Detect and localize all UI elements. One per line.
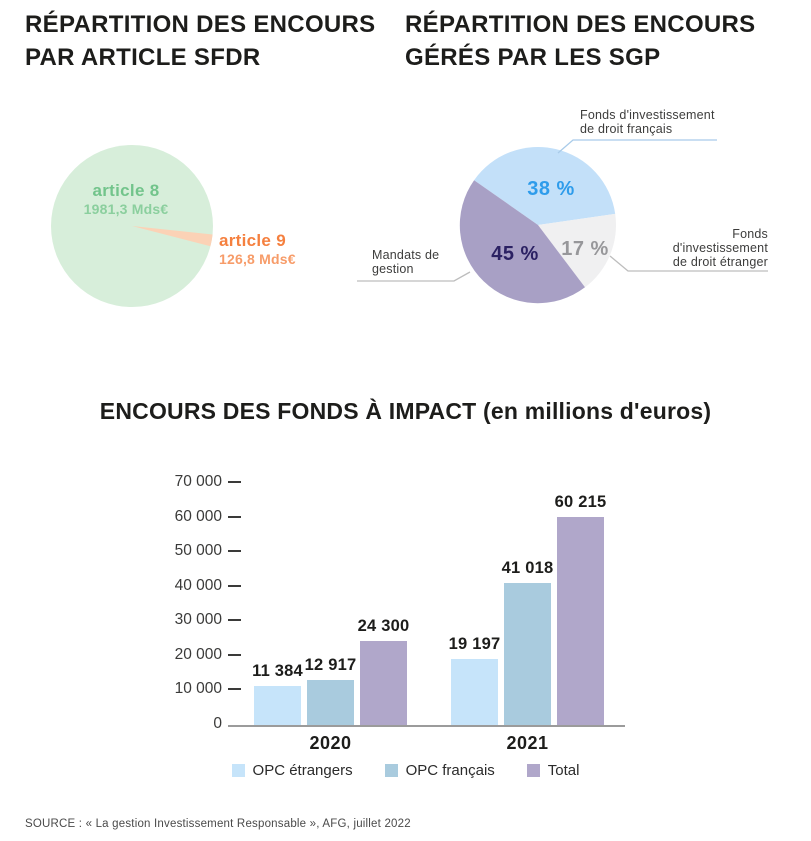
sgp-slice-etranger	[538, 213, 617, 288]
legend-swatch	[231, 764, 245, 777]
sfdr-label-article8: article 8 1981,3 Mds€	[61, 180, 191, 217]
sfdr-label-article8-name: article 8	[92, 181, 160, 200]
y-axis-label: 60 000	[174, 507, 222, 525]
bar-value-label: 19 197	[448, 634, 501, 653]
impact-x-axis-line	[228, 725, 625, 727]
callout-label-francais: Fonds d'investissement de droit français	[580, 108, 715, 136]
x-axis-label-2020: 2020	[309, 733, 352, 753]
legend-swatch	[526, 764, 540, 777]
y-axis-label: 50 000	[174, 542, 222, 560]
bar-2021-OPC français	[504, 583, 551, 725]
bar-value-label: 11 384	[252, 661, 303, 680]
impact-legend: OPC étrangers OPC français Total	[0, 762, 811, 779]
y-axis-tick	[228, 688, 241, 691]
callout-line-mandats	[357, 271, 471, 282]
y-axis-tick	[228, 619, 241, 622]
legend-item: Total	[526, 762, 580, 779]
sfdr-title: RÉPARTITION DES ENCOURS PAR ARTICLE SFDR	[25, 11, 376, 71]
impact-title-unit: (en millions d'euros)	[483, 398, 712, 424]
y-axis-tick	[228, 481, 241, 484]
sfdr-label-article9-name: article 9	[219, 231, 286, 250]
y-axis-tick	[228, 550, 241, 553]
bar-value-label: 24 300	[357, 617, 410, 636]
impact-title-main: ENCOURS DES FONDS À IMPACT	[99, 398, 477, 424]
bar-value-label: 41 018	[501, 559, 554, 578]
legend-item: OPC français	[384, 762, 495, 779]
x-axis-label-2021: 2021	[506, 733, 549, 753]
y-axis-label: 0	[213, 715, 222, 732]
pct-label-etranger: 17 %	[561, 238, 609, 260]
bar-2020-Total	[360, 641, 407, 725]
source-note: SOURCE : « La gestion Investissement Res…	[25, 818, 411, 830]
bar-value-label: 12 917	[304, 656, 357, 675]
pct-label-mandats: 45 %	[491, 243, 539, 265]
callout-line-francais	[557, 139, 717, 154]
y-axis-label: 20 000	[174, 645, 222, 663]
impact-title: ENCOURS DES FONDS À IMPACT (en millions …	[0, 398, 811, 425]
y-axis-label: 70 000	[174, 473, 222, 491]
y-axis-tick	[228, 653, 241, 656]
y-axis-label: 40 000	[174, 576, 222, 594]
callout-line-etranger	[609, 255, 768, 272]
sgp-title: RÉPARTITION DES ENCOURS GÉRÉS PAR LES SG…	[405, 11, 756, 71]
sgp-slice-mandats	[459, 180, 585, 304]
bar-2021-OPC étrangers	[451, 658, 498, 725]
legend-label: OPC français	[405, 762, 495, 779]
sfdr-label-article9: article 9 126,8 Mds€	[219, 230, 329, 267]
legend-label: Total	[547, 762, 580, 779]
pct-label-francais: 38 %	[527, 178, 575, 200]
sfdr-slice-article9	[132, 226, 213, 247]
sfdr-label-article9-value: 126,8 Mds€	[219, 251, 296, 267]
legend-item: OPC étrangers	[231, 762, 353, 779]
bar-value-label: 60 215	[554, 492, 607, 511]
bar-2020-OPC français	[307, 680, 354, 725]
sgp-slice-francais	[474, 146, 616, 225]
callout-label-etranger: Fonds d'investissement de droit étranger	[672, 227, 768, 269]
y-axis-label: 30 000	[174, 611, 222, 629]
sfdr-label-article8-value: 1981,3 Mds€	[83, 201, 169, 217]
y-axis-tick	[228, 584, 241, 587]
bar-2021-Total	[557, 516, 604, 725]
y-axis-label: 10 000	[174, 680, 222, 698]
bar-2020-OPC étrangers	[254, 685, 301, 725]
y-axis-tick	[228, 515, 241, 518]
legend-label: OPC étrangers	[252, 762, 353, 779]
callout-label-mandats: Mandats de gestion	[372, 248, 440, 276]
legend-swatch	[384, 764, 398, 777]
